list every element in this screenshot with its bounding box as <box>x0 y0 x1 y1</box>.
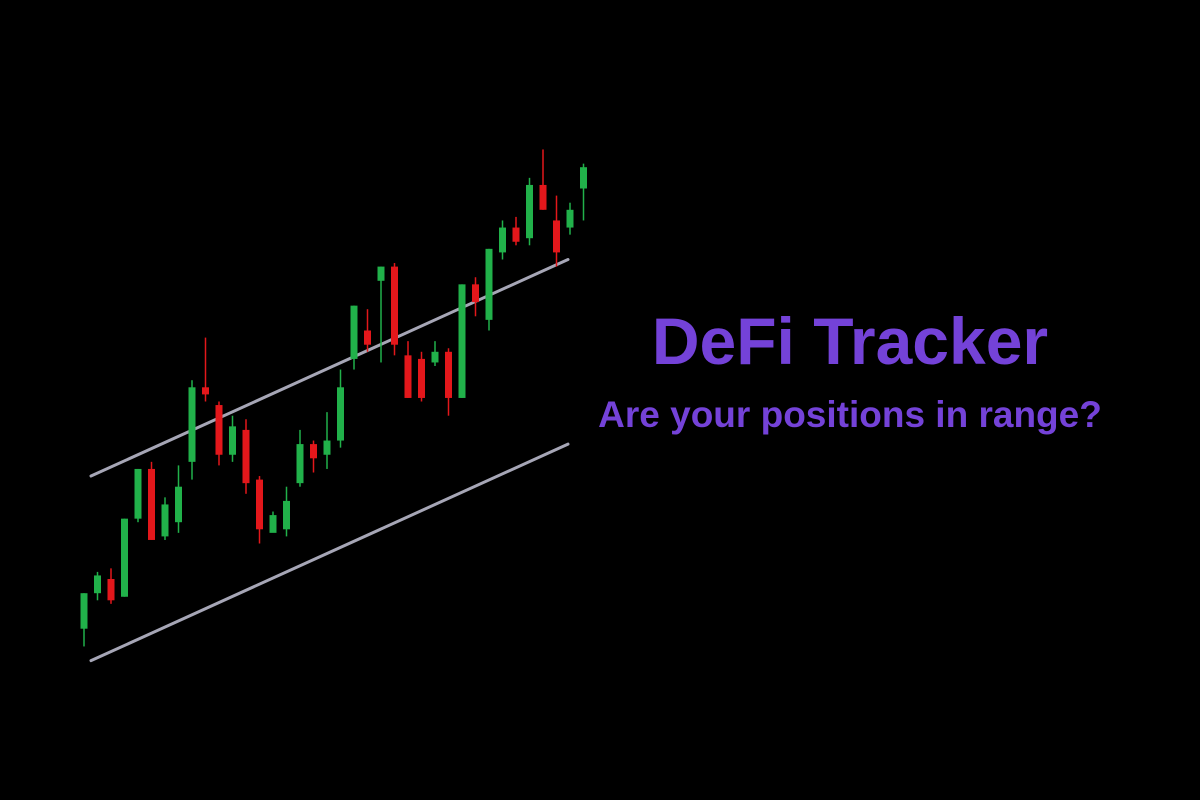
candle-body <box>566 209 574 228</box>
candle-up <box>94 571 101 601</box>
candle-body <box>256 479 263 530</box>
channel-lower-line <box>89 442 570 663</box>
candle-up <box>283 486 290 537</box>
candle-down <box>148 461 155 540</box>
candle-body <box>553 220 560 253</box>
candle-body <box>485 248 493 320</box>
candle-body <box>242 429 250 484</box>
candle-body <box>391 266 398 345</box>
candle-body <box>512 227 520 242</box>
candle-body <box>269 515 277 533</box>
candle-body <box>526 184 533 239</box>
candle-up <box>323 412 331 469</box>
candle-body <box>539 184 547 210</box>
candle-up <box>80 593 88 647</box>
candle-down <box>107 568 115 604</box>
candle-body <box>364 330 371 345</box>
candle-up <box>566 202 574 235</box>
candle-body <box>310 444 317 459</box>
candle-body <box>431 351 439 363</box>
candle-down <box>418 351 425 402</box>
candle-up <box>269 511 277 533</box>
candle-down <box>553 195 560 267</box>
candle-up <box>161 497 169 540</box>
candle-up <box>431 341 439 366</box>
candle-up <box>526 177 533 246</box>
candle-body <box>175 486 182 523</box>
candle-body <box>283 500 290 530</box>
candle-up <box>337 369 344 448</box>
candle-down <box>404 341 412 398</box>
brand-title: DeFi Tracker <box>651 304 1049 378</box>
candle-up <box>296 429 304 487</box>
candle-body <box>445 351 452 398</box>
candle-up <box>458 284 466 398</box>
candle-down <box>445 348 452 416</box>
brand-subtitle: Are your positions in range? <box>598 394 1102 435</box>
candle-body <box>94 575 101 594</box>
candle-body <box>188 387 196 462</box>
candle-up <box>121 518 128 597</box>
candle-up <box>499 220 506 260</box>
candle-body <box>323 440 331 455</box>
candle-body <box>418 358 425 398</box>
candle-down <box>242 419 250 494</box>
candle-body <box>458 284 466 398</box>
candle-body <box>202 387 209 395</box>
candle-down <box>472 277 479 317</box>
candle-body <box>377 266 385 281</box>
candle-body <box>134 468 142 519</box>
candle-up <box>350 305 358 370</box>
candle-body <box>350 305 358 359</box>
candle-body <box>499 227 506 253</box>
candle-down <box>256 476 263 544</box>
candle-down <box>215 401 223 466</box>
candle-up <box>580 163 587 221</box>
candle-body <box>121 518 128 597</box>
candle-up <box>229 415 236 462</box>
candle-up <box>377 266 385 363</box>
candle-body <box>80 593 88 629</box>
candle-down <box>202 337 209 402</box>
candle-body <box>107 579 115 601</box>
candle-body <box>296 444 304 484</box>
candle-down <box>539 149 547 210</box>
candle-down <box>364 309 371 352</box>
candle-up <box>175 465 182 533</box>
candle-up <box>134 468 142 523</box>
candle-body <box>148 468 155 540</box>
candle-body <box>229 426 236 455</box>
candle-up <box>188 380 196 480</box>
candle-down <box>391 263 398 356</box>
candle-down <box>512 216 520 246</box>
candle-body <box>337 387 344 441</box>
candle-body <box>161 504 169 537</box>
candle-body <box>404 355 412 398</box>
candle-down <box>310 440 317 473</box>
candle-up <box>485 248 493 331</box>
candle-body <box>580 167 587 189</box>
candle-body <box>472 284 479 303</box>
candle-body <box>215 405 223 455</box>
